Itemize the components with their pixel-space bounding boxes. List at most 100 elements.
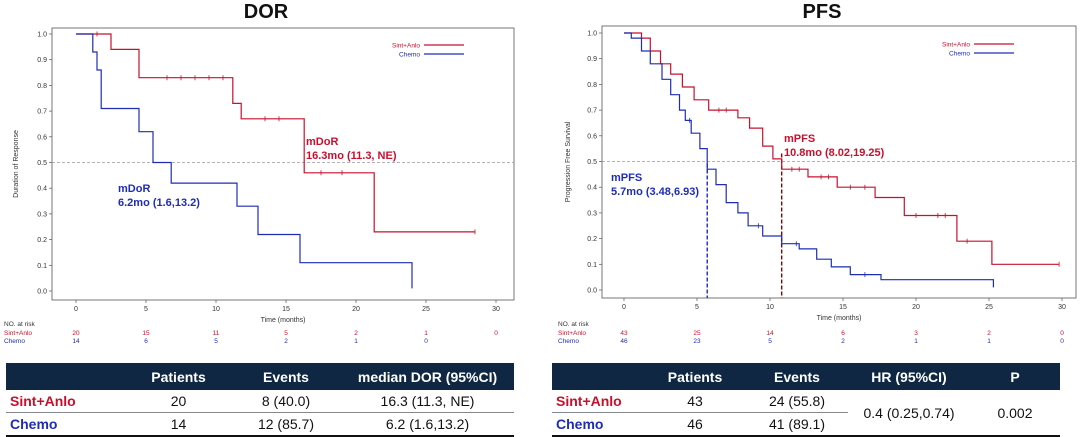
- dor-chart: 0.00.10.20.30.40.50.60.70.80.91.00 5 10 15 2…: [4, 27, 515, 345]
- km-curve-chemo: [624, 32, 994, 288]
- x-tick-label: 30: [492, 306, 500, 313]
- pfs-group-chemo: Chemo: [552, 412, 644, 437]
- table-row: Sint+Anlo 20 8 (40.0) 16.3 (11.3, NE): [6, 390, 514, 413]
- dor-median-chemo: 6.2 (1.6,13.2): [341, 412, 514, 437]
- risk-value: 25: [693, 330, 701, 337]
- legend-label: Chemo: [399, 52, 420, 59]
- legend-label: Chemo: [949, 51, 970, 58]
- plot-frame: [51, 27, 515, 301]
- risk-row-label: Chemo: [4, 338, 25, 345]
- risk-table-header: NO. at risk: [558, 321, 589, 328]
- median-annotation: 10.8mo (8.02,19.25): [784, 147, 885, 159]
- risk-value: 0: [1060, 338, 1064, 345]
- risk-value: 1: [354, 338, 358, 345]
- risk-value: 20: [72, 330, 80, 337]
- y-tick-label: 0.6: [587, 133, 597, 140]
- dor-panel: DOR 0.0 0.1 0.2 0.3 0.4 0.5 0.6 0.7 0.8 0.9 1.0 0 5 1…: [4, 1, 515, 437]
- pfs-group-sint: Sint+Anlo: [552, 390, 644, 413]
- dor-group-chemo: Chemo: [6, 412, 126, 437]
- dor-events-chemo: 12 (85.7): [231, 412, 341, 437]
- y-tick-label: 0.5: [37, 160, 47, 167]
- x-tick-label: 25: [985, 304, 993, 311]
- y-tick-label: 1.0: [37, 32, 47, 39]
- km-curve-chemo: [76, 33, 413, 289]
- x-tick-label: 10: [212, 306, 220, 313]
- plot-frame: [601, 25, 1077, 299]
- dor-patients-sint: 20: [126, 390, 231, 413]
- y-tick-label: 0.8: [37, 83, 47, 90]
- risk-value: 0: [494, 330, 498, 337]
- dor-group-sint: Sint+Anlo: [6, 390, 126, 413]
- x-tick-label: 5: [144, 306, 148, 313]
- risk-value: 6: [841, 330, 845, 337]
- pfs-patients-chemo: 46: [644, 412, 746, 437]
- y-tick-label: 0.0: [37, 289, 47, 296]
- y-tick-label: 0.4: [587, 185, 597, 192]
- dor-table-header-row: Patients Events median DOR (95%CI): [6, 363, 514, 390]
- pfs-events-chemo: 41 (89.1): [746, 412, 848, 437]
- x-tick-label: 15: [839, 304, 847, 311]
- y-tick-label: 1.0: [587, 31, 597, 38]
- pfs-hr-value: 0.4 (0.25,0.74): [848, 390, 970, 437]
- risk-value: 5: [214, 338, 218, 345]
- y-tick-label: 0.6: [37, 134, 47, 141]
- risk-value: 5: [284, 330, 288, 337]
- pfs-panel: PFS 0.0 0.1 0.2 0.3 0.4 0.5 0.6 0.7 0.8 0.9 1.0 0 5 1…: [540, 0, 1080, 437]
- median-annotation: 16.3mo (11.3, NE): [306, 150, 397, 162]
- risk-value: 2: [284, 338, 288, 345]
- risk-value: 43: [620, 330, 628, 337]
- y-tick-label: 0.1: [587, 262, 597, 269]
- dor-patients-chemo: 14: [126, 412, 231, 437]
- risk-value: 11: [213, 330, 220, 337]
- pfs-chart: 0.00.10.20.30.40.50.60.70.80.91.00 5 10 15 2…: [558, 25, 1077, 345]
- dor-events-sint: 8 (40.0): [231, 390, 341, 413]
- pfs-table-header-row: Patients Events HR (95%CI) P: [552, 363, 1060, 390]
- y-tick-label: 0.3: [587, 210, 597, 217]
- pfs-patients-sint: 43: [644, 390, 746, 413]
- x-tick-label: 0: [74, 306, 78, 313]
- median-annotation: mPFS: [611, 172, 642, 184]
- dor-header-blank: [6, 363, 126, 390]
- risk-value: 0: [1060, 330, 1064, 337]
- dor-header-median: median DOR (95%CI): [341, 363, 514, 390]
- risk-value: 14: [72, 338, 80, 345]
- pfs-p-value: 0.002: [970, 390, 1060, 437]
- y-tick-label: 0.9: [587, 56, 597, 63]
- pfs-events-sint: 24 (55.8): [746, 390, 848, 413]
- y-tick-label: 0.0: [587, 288, 597, 295]
- risk-row-label: Sint+Anlo: [4, 330, 32, 337]
- table-row: Chemo 14 12 (85.7) 6.2 (1.6,13.2): [6, 412, 514, 437]
- y-tick-label: 0.4: [37, 186, 47, 193]
- risk-value: 2: [354, 330, 358, 337]
- x-tick-label: 15: [282, 306, 290, 313]
- risk-table-header: NO. at risk: [4, 321, 35, 328]
- risk-value: 14: [766, 330, 774, 337]
- risk-row-label: Sint+Anlo: [558, 330, 586, 337]
- x-tick-label: 20: [352, 306, 360, 313]
- risk-value: 6: [144, 338, 148, 345]
- pfs-summary-table: Patients Events HR (95%CI) P Sint+Anlo 4…: [552, 363, 1060, 437]
- risk-value: 5: [768, 338, 772, 345]
- pfs-title: PFS: [802, 1, 842, 23]
- pfs-header-p: P: [970, 363, 1060, 390]
- y-tick-label: 0.3: [37, 211, 47, 218]
- legend-label: Sint+Anlo: [392, 43, 420, 50]
- dor-median-sint: 16.3 (11.3, NE): [341, 390, 514, 413]
- x-axis-label: Time (months): [261, 317, 306, 324]
- legend-label: Sint+Anlo: [942, 42, 970, 49]
- y-axis-label: Progression Free Survival: [565, 121, 572, 202]
- x-tick-label: 5: [695, 304, 699, 311]
- table-row: Chemo 46 41 (89.1): [552, 412, 1060, 437]
- risk-value: 2: [987, 330, 991, 337]
- dor-title: DOR: [243, 1, 289, 23]
- dor-header-events: Events: [231, 363, 341, 390]
- y-tick-label: 0.2: [587, 236, 597, 243]
- pfs-header-hr: HR (95%CI): [848, 363, 970, 390]
- x-axis-label: Time (months): [817, 315, 862, 322]
- risk-value: 1: [987, 338, 991, 345]
- y-tick-label: 0.7: [37, 109, 47, 116]
- risk-value: 3: [914, 330, 918, 337]
- y-tick-label: 0.9: [37, 57, 47, 64]
- y-tick-label: 0.7: [587, 108, 597, 115]
- risk-value: 15: [142, 330, 150, 337]
